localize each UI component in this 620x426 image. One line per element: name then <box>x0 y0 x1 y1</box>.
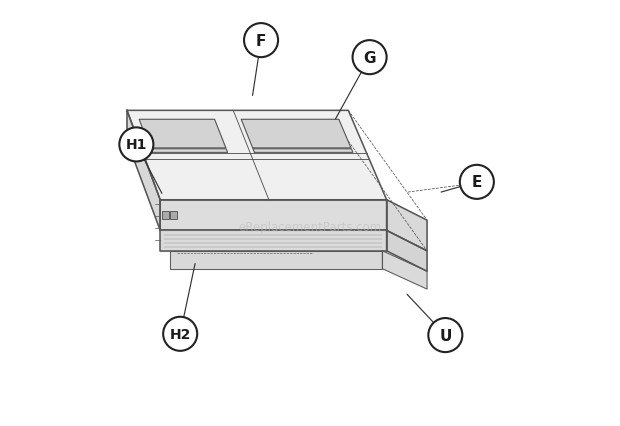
Polygon shape <box>169 251 383 269</box>
Text: H2: H2 <box>169 327 191 341</box>
Text: U: U <box>439 328 451 343</box>
Circle shape <box>244 24 278 58</box>
Polygon shape <box>387 231 427 272</box>
Circle shape <box>428 318 463 352</box>
Circle shape <box>163 317 197 351</box>
Polygon shape <box>127 111 387 200</box>
Polygon shape <box>160 231 387 251</box>
Text: H1: H1 <box>126 138 147 152</box>
FancyBboxPatch shape <box>162 211 169 220</box>
Polygon shape <box>127 111 160 231</box>
Polygon shape <box>150 150 228 153</box>
Circle shape <box>353 41 387 75</box>
Polygon shape <box>139 120 226 149</box>
Text: E: E <box>472 175 482 190</box>
Text: G: G <box>363 51 376 66</box>
Text: F: F <box>256 34 266 49</box>
Text: eReplacementParts.com: eReplacementParts.com <box>238 220 382 233</box>
Polygon shape <box>241 120 351 149</box>
Polygon shape <box>383 251 427 289</box>
Circle shape <box>119 128 153 162</box>
FancyBboxPatch shape <box>170 211 177 220</box>
Polygon shape <box>253 150 353 153</box>
Polygon shape <box>160 200 387 231</box>
Circle shape <box>460 165 494 199</box>
Polygon shape <box>387 200 427 251</box>
